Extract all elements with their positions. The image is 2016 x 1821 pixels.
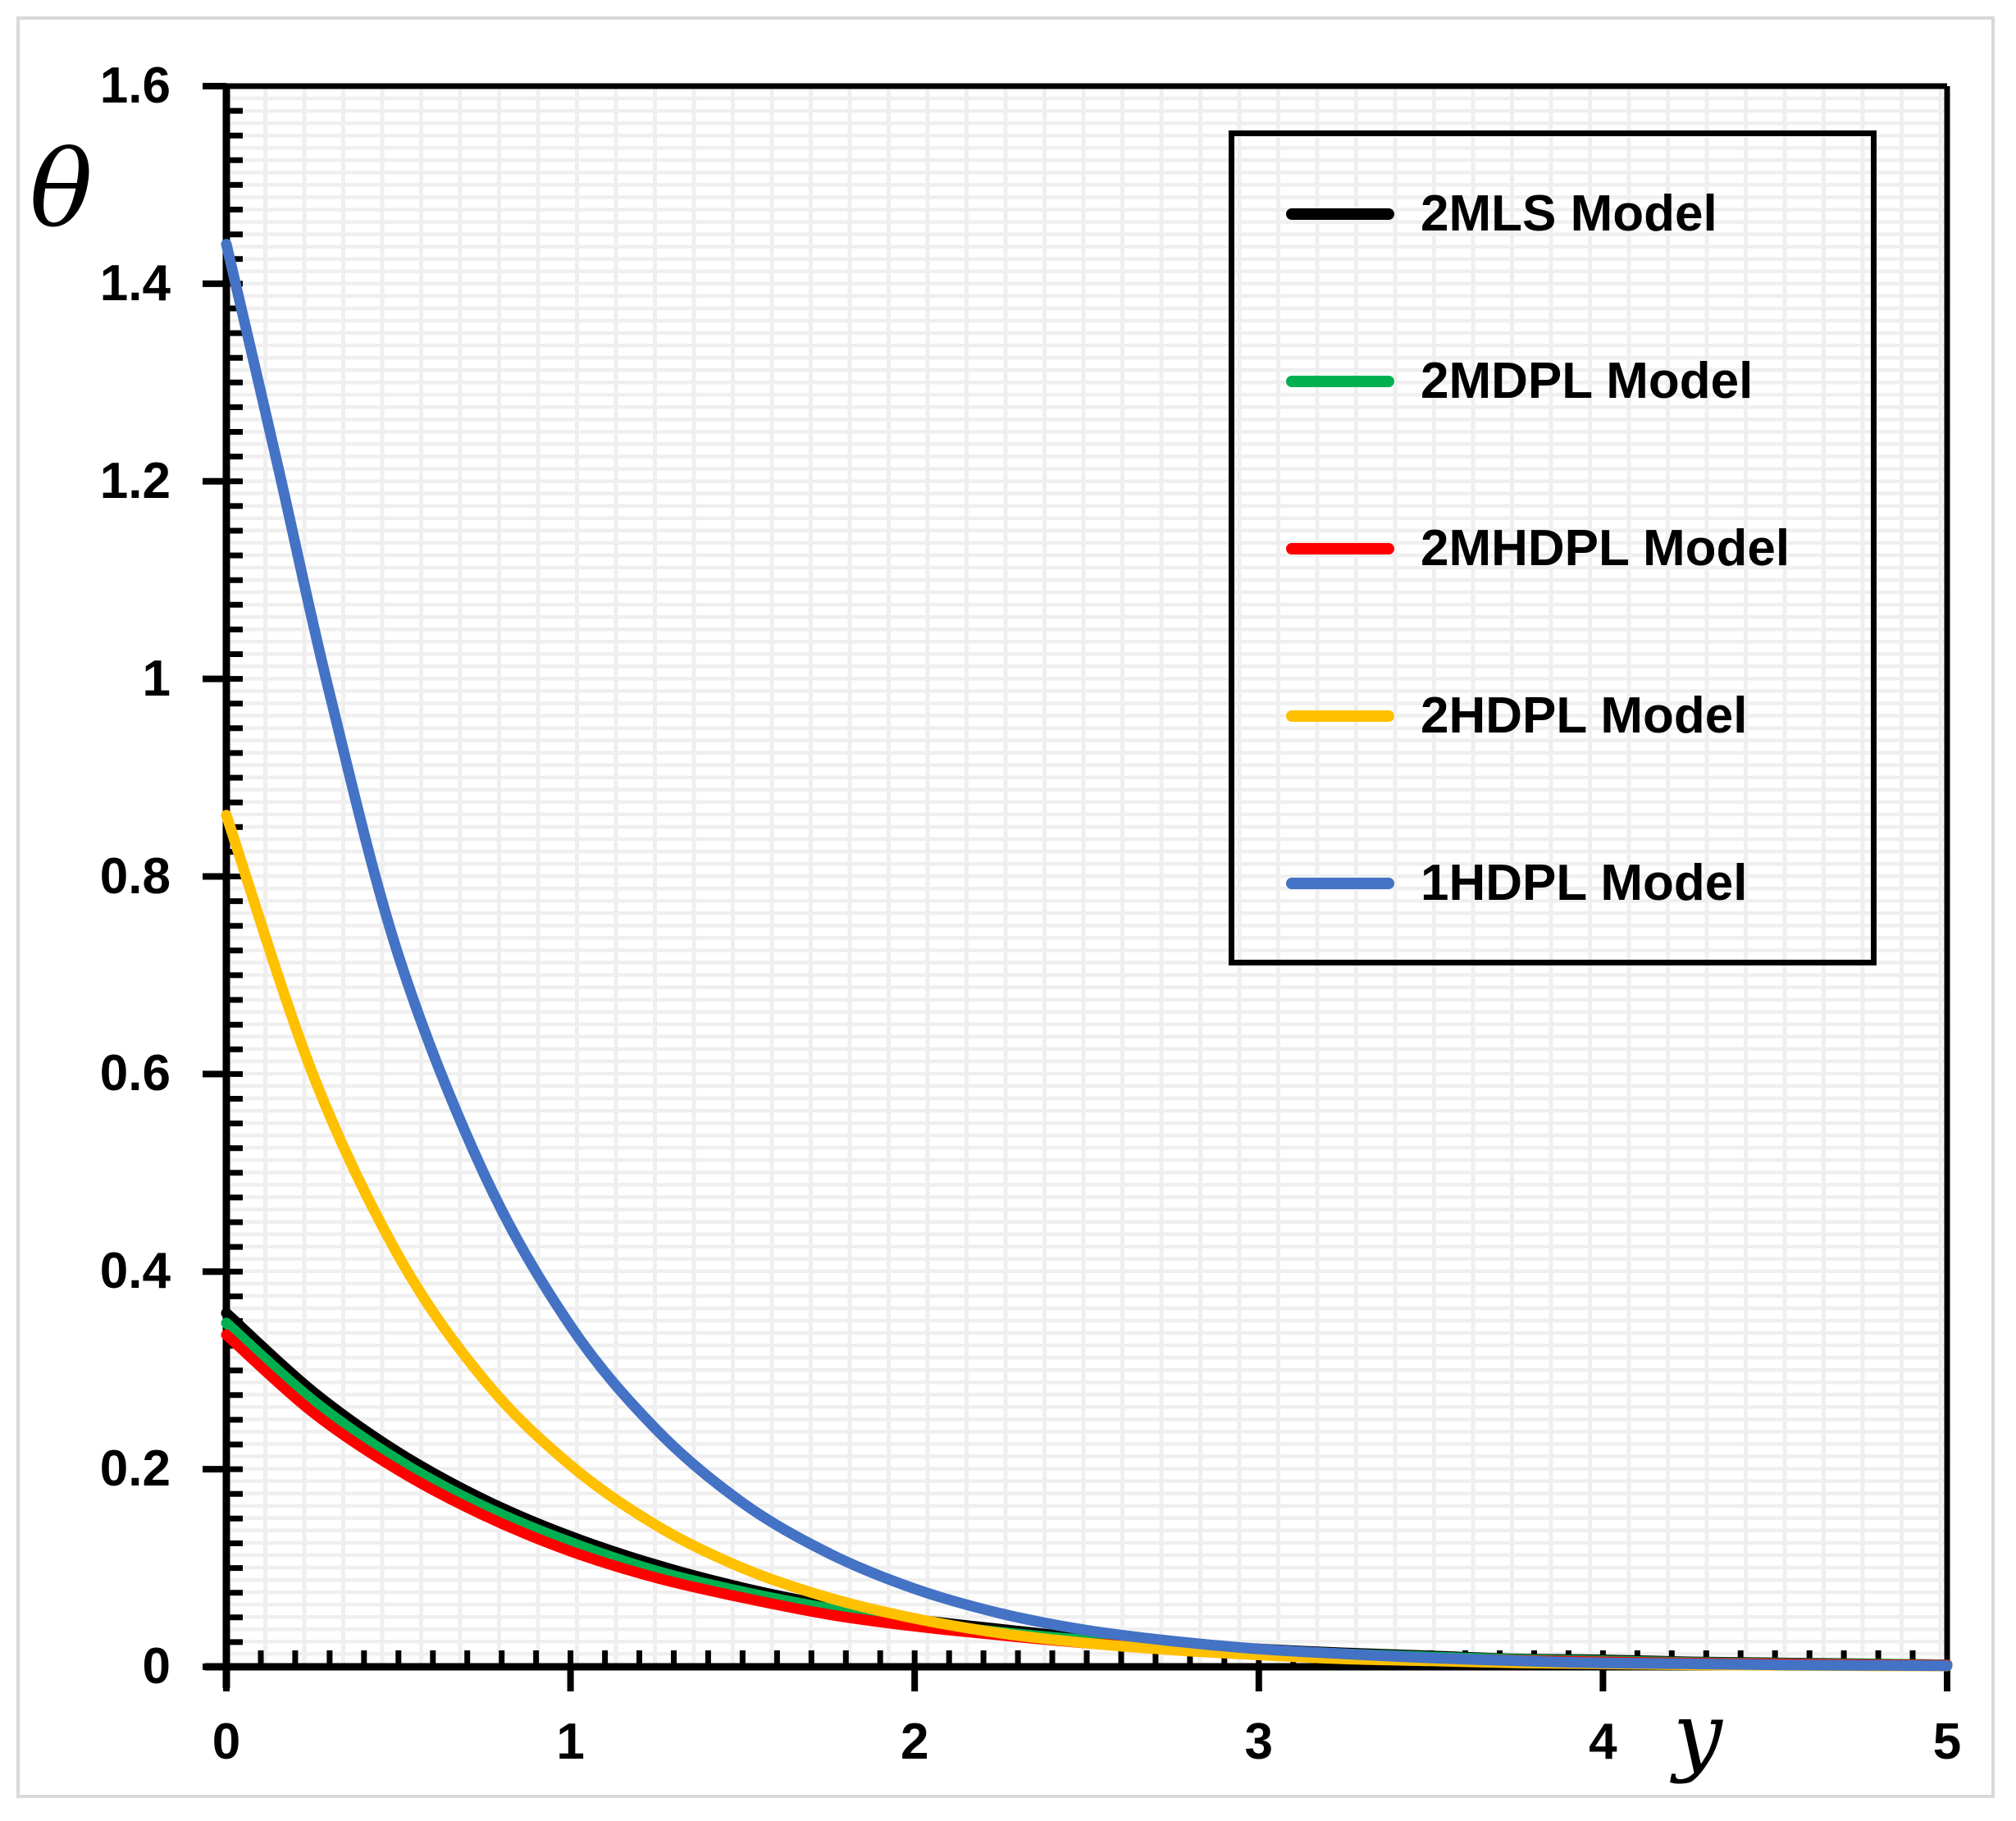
x-tick-label: 1 bbox=[556, 1714, 585, 1770]
legend-label: 2MLS Model bbox=[1421, 185, 1717, 242]
legend-item: 1HDPL Model bbox=[1234, 854, 1747, 913]
series-curve-1hdpl-model bbox=[221, 239, 1953, 1672]
legend: 2MLS Model 2MDPL Model 2MHDPL Model 2HDPL M… bbox=[1229, 130, 1877, 965]
legend-line-swatch bbox=[1286, 543, 1394, 555]
x-tick-label: 4 bbox=[1589, 1714, 1617, 1770]
gridlines-vertical bbox=[263, 86, 1943, 1667]
legend-label: 2HDPL Model bbox=[1421, 687, 1748, 744]
legend-line-swatch bbox=[1286, 208, 1394, 220]
legend-item: 2HDPL Model bbox=[1234, 687, 1747, 746]
x-tick-label: 2 bbox=[900, 1714, 929, 1770]
x-axis-title: y bbox=[1673, 1684, 1722, 1785]
x-tick-label: 5 bbox=[1932, 1714, 1962, 1770]
y-tick-label: 1 bbox=[142, 650, 171, 707]
y-tick-label: 0.4 bbox=[99, 1243, 171, 1300]
legend-line-swatch bbox=[1286, 376, 1394, 387]
gridlines-horizontal bbox=[226, 96, 1947, 1656]
legend-item: 2MDPL Model bbox=[1234, 352, 1753, 411]
y-tick-label: 1.6 bbox=[99, 57, 171, 114]
legend-label: 2MHDPL Model bbox=[1421, 520, 1790, 577]
legend-line-swatch bbox=[1286, 878, 1394, 889]
legend-line-swatch bbox=[1286, 710, 1394, 722]
chart-area-border bbox=[16, 16, 1995, 1798]
y-tick-label: 1.2 bbox=[99, 452, 171, 509]
x-tick-label: 3 bbox=[1244, 1714, 1274, 1770]
y-tick-label: 0 bbox=[142, 1638, 171, 1695]
y-tick-label: 0.6 bbox=[99, 1045, 171, 1102]
y-tick-label: 0.2 bbox=[99, 1440, 171, 1498]
y-tick-label: 1.4 bbox=[99, 254, 171, 312]
legend-item: 2MLS Model bbox=[1234, 185, 1717, 244]
y-tick-label: 0.8 bbox=[99, 847, 171, 905]
series-curve-2mls-model bbox=[221, 1308, 1953, 1671]
legend-label: 2MDPL Model bbox=[1421, 353, 1754, 409]
x-tick-label: 0 bbox=[212, 1714, 241, 1770]
legend-label: 1HDPL Model bbox=[1421, 855, 1748, 911]
y-axis-title: θ bbox=[30, 129, 94, 251]
legend-item: 2MHDPL Model bbox=[1234, 519, 1790, 578]
